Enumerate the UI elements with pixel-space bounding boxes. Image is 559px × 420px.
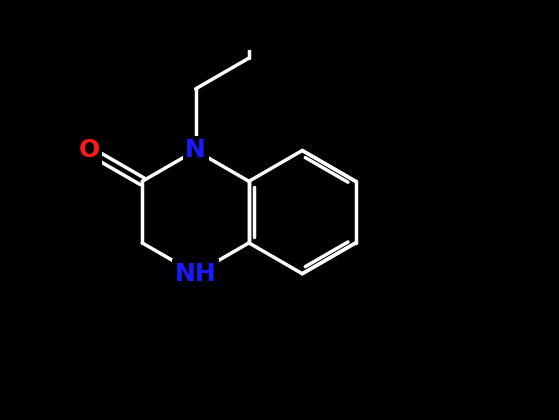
Text: NH: NH <box>175 262 216 286</box>
Text: O: O <box>78 139 100 163</box>
Text: N: N <box>185 139 206 163</box>
